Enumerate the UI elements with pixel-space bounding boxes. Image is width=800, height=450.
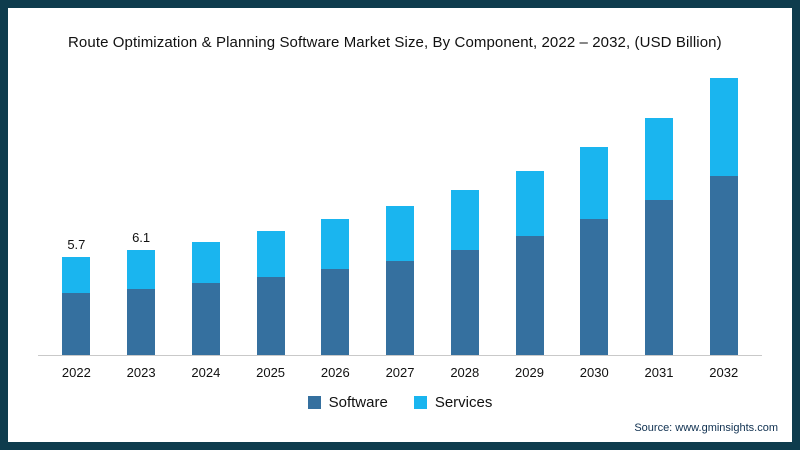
x-axis-labels: 2022 2023 2024 2025 2026 2027 2028 2029 2030 2031… [38,356,762,380]
bar-services-2027 [386,206,415,261]
bar-services-2024 [191,242,220,283]
bar-group-2026 [303,219,368,355]
x-tick-2025: 2025 [256,365,286,380]
bar-group-2027 [368,206,433,355]
bar-group-2023: 6.1 [109,230,174,355]
bar-software-2025 [256,277,285,355]
bar-group-2028 [432,190,497,355]
legend-label-software: Software [328,394,388,411]
bar-software-2024 [191,283,220,355]
bar-services-2031 [644,118,673,200]
bars-row: 5.7 6.1 [38,63,762,356]
x-tick-2031: 2031 [644,365,674,380]
bar-value-label-2022: 5.7 [67,237,86,252]
x-tick-2022: 2022 [61,365,91,380]
bar-services-2032 [709,78,738,176]
bar-group-2022: 5.7 [44,237,109,355]
bar-software-2026 [321,269,350,355]
source-note: Source: www.gminsights.com [634,422,778,434]
x-tick-2028: 2028 [450,365,480,380]
services-swatch-icon [413,396,427,409]
bar-software-2023 [127,289,156,355]
chart-title: Route Optimization & Planning Software M… [68,34,722,51]
bar-software-2027 [386,261,415,355]
bar-software-2029 [515,236,544,355]
bar-software-2031 [644,200,673,355]
legend-label-services: Services [434,394,493,411]
bar-value-label-2023: 6.1 [132,230,151,245]
bar-software-2032 [709,176,738,355]
bar-software-2028 [450,250,479,355]
bar-group-2024 [173,242,238,355]
x-tick-2026: 2026 [320,365,350,380]
x-tick-2032: 2032 [709,365,739,380]
bar-services-2025 [256,231,285,277]
chart-container: Route Optimization & Planning Software M… [8,34,792,442]
bar-software-2022 [62,293,91,355]
bar-services-2028 [450,190,479,250]
bar-group-2031 [627,118,692,355]
legend-item-services: Services [413,394,493,411]
bar-group-2025 [238,231,303,355]
x-tick-2027: 2027 [385,365,415,380]
x-tick-2024: 2024 [191,365,221,380]
bar-services-2022 [62,257,91,293]
bar-group-2030 [562,147,627,355]
bar-services-2030 [580,147,609,219]
bar-group-2029 [497,171,562,355]
legend-item-software: Software [307,394,388,411]
x-tick-2029: 2029 [515,365,544,380]
legend: Software Services [38,394,762,411]
bar-software-2030 [580,219,609,355]
x-tick-2030: 2030 [579,365,609,380]
software-swatch-icon [307,396,321,409]
bar-group-2032 [691,78,756,355]
bar-services-2026 [321,219,350,269]
x-tick-2023: 2023 [126,365,156,380]
bar-services-2029 [515,171,544,236]
bar-services-2023 [127,250,156,289]
